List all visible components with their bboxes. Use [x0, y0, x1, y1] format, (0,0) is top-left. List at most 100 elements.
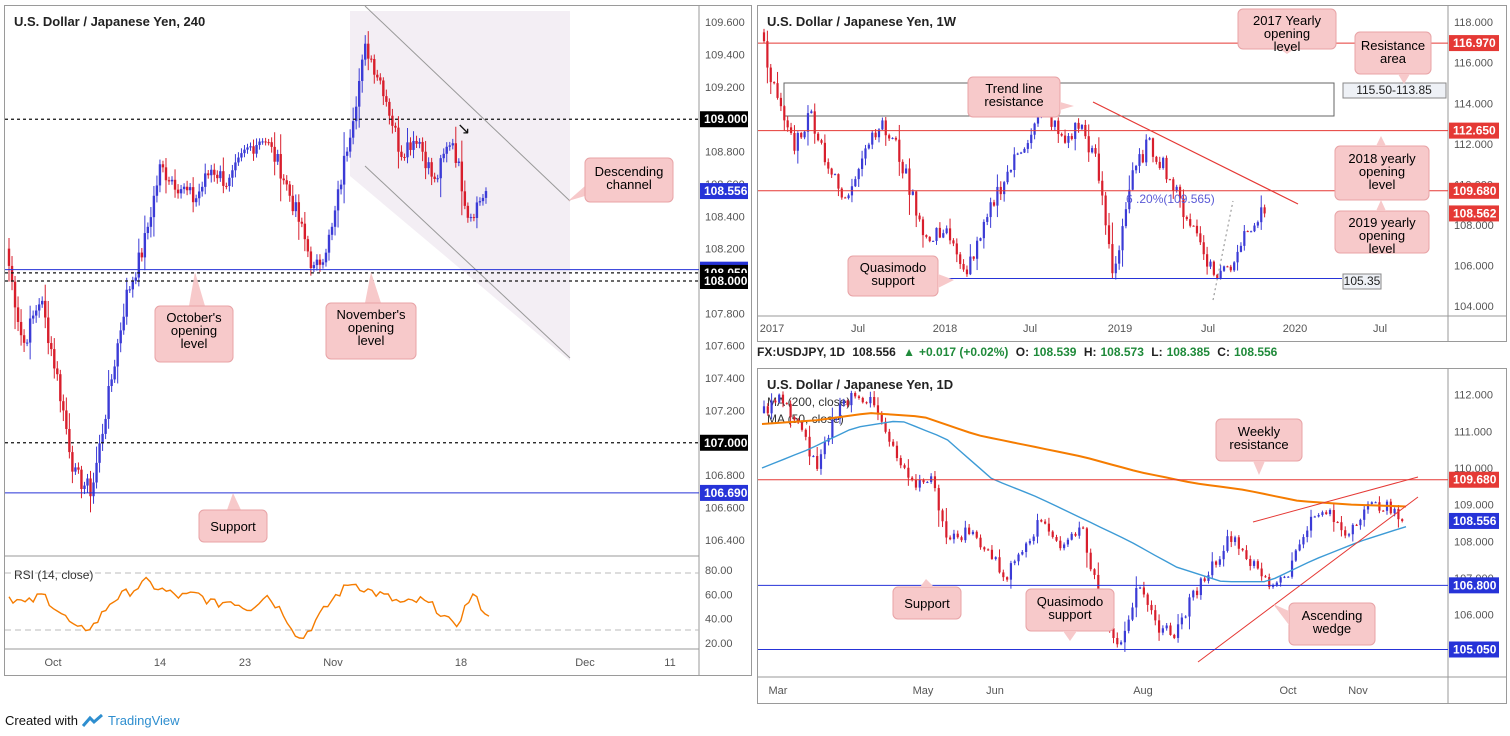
candle-4h: [318, 254, 322, 272]
candle-daily: [1028, 538, 1032, 546]
date-tick: 23: [239, 657, 251, 669]
candle-daily: [1006, 576, 1009, 582]
candle-weekly: [1239, 242, 1243, 253]
candle-weekly: [945, 225, 948, 235]
date-tick: Nov: [1348, 685, 1368, 697]
candle-4h: [415, 135, 418, 148]
chart-daily-candles: [762, 390, 1404, 652]
candle-daily: [1135, 576, 1138, 618]
candle-4h: [182, 183, 186, 194]
chart-4h-panel[interactable]: U.S. Dollar / Japanese Yen, 240 109.600 1…: [4, 5, 752, 676]
candle-weekly: [979, 237, 982, 242]
candle-daily: [1017, 552, 1020, 566]
candle-weekly: [1074, 122, 1077, 151]
candle-daily: [930, 473, 933, 484]
date-tick: Aug: [1133, 685, 1153, 697]
candle-weekly: [827, 158, 830, 174]
candle-weekly: [1141, 149, 1144, 164]
price-tick: 109.600: [705, 17, 745, 29]
candle-weekly: [996, 174, 999, 218]
candle-daily: [1233, 535, 1237, 546]
candle-4h: [210, 164, 213, 183]
candle-daily: [1146, 592, 1149, 612]
svg-text:108.556: 108.556: [704, 184, 748, 198]
candle-daily: [1021, 549, 1024, 556]
chart-daily-svg[interactable]: U.S. Dollar / Japanese Yen, 1D MA (200, …: [758, 369, 1506, 703]
candle-weekly: [830, 167, 833, 178]
chart-4h-price-axis: 109.600109.400109.200108.800108.600108.4…: [705, 17, 745, 547]
candle-weekly: [1030, 128, 1033, 149]
candle-4h: [44, 284, 47, 329]
price-tick: 107.200: [705, 405, 745, 417]
candle-daily: [1302, 534, 1305, 549]
candle-4h: [47, 300, 50, 355]
candle-4h: [475, 196, 479, 229]
candle-4h: [143, 215, 147, 271]
candle-daily: [876, 397, 880, 421]
chart-weekly-svg[interactable]: U.S. Dollar / Japanese Yen, 1W 6 .20%(10…: [758, 6, 1506, 341]
callout-resistance-area: Resistance area: [1354, 31, 1432, 84]
chart-4h-svg[interactable]: U.S. Dollar / Japanese Yen, 240 109.600 1…: [5, 6, 751, 675]
candle-4h: [351, 107, 355, 145]
callout-support-daily: Support: [892, 579, 962, 620]
fib-label: 6 .20%(109.565): [1126, 192, 1215, 206]
candle-daily: [1336, 521, 1339, 524]
chart-daily-panel[interactable]: U.S. Dollar / Japanese Yen, 1D MA (200, …: [757, 368, 1507, 704]
candle-4h: [31, 310, 35, 324]
candle-daily: [941, 508, 944, 528]
candle-4h: [50, 336, 53, 357]
candle-daily: [918, 474, 921, 492]
candle-4h: [113, 359, 116, 383]
footer-brand: TradingView: [107, 713, 180, 728]
candle-4h: [213, 163, 216, 182]
candle-daily: [1078, 521, 1081, 539]
candle-daily: [770, 393, 773, 420]
candle-4h: [258, 138, 261, 150]
ticker-low: 108.385: [1166, 345, 1210, 359]
date-tick: Nov: [323, 657, 343, 669]
callout-quasimodo-daily: Quasimodo support: [1025, 588, 1115, 641]
candle-4h: [321, 258, 325, 269]
candle-weekly: [1219, 265, 1222, 280]
price-level-tag: 108.562: [1449, 205, 1499, 222]
candle-weekly: [1226, 265, 1229, 268]
candle-4h: [336, 180, 340, 228]
candle-4h: [460, 140, 464, 216]
candle-weekly: [1182, 189, 1185, 229]
candle-4h: [95, 446, 98, 489]
candle-daily: [778, 393, 781, 404]
chart-daily-date-axis: Mar May Jun Aug Oct Nov: [769, 685, 1369, 697]
candle-daily: [1283, 575, 1286, 579]
candle-weekly: [823, 134, 826, 166]
candle-daily: [785, 402, 788, 405]
candle-4h: [400, 145, 403, 161]
candle-weekly: [925, 234, 928, 239]
rsi-tick: 60.00: [705, 589, 733, 601]
candle-daily: [1252, 559, 1256, 569]
candle-weekly: [1101, 171, 1104, 206]
candle-4h: [170, 176, 174, 185]
candle-4h: [16, 296, 20, 332]
candle-4h: [140, 248, 144, 262]
price-tick: 107.400: [705, 373, 745, 385]
candle-daily: [1116, 632, 1119, 648]
candle-4h: [116, 338, 119, 384]
candle-daily: [1002, 569, 1005, 582]
candle-4h: [478, 197, 482, 206]
ticker-open-label: O:: [1015, 345, 1030, 359]
price-level-tag: 116.970: [1449, 35, 1499, 52]
candle-weekly: [803, 130, 806, 140]
chart-weekly-panel[interactable]: U.S. Dollar / Japanese Yen, 1W 6 .20%(10…: [757, 5, 1507, 342]
chart-weekly-price-axis: 118.000116.000114.000112.000110.000108.0…: [1454, 17, 1494, 313]
candle-4h: [339, 179, 343, 195]
candle-weekly: [1172, 177, 1175, 199]
candle-daily: [1317, 513, 1320, 518]
candle-4h: [312, 261, 316, 272]
candle-4h: [357, 68, 361, 128]
candle-weekly: [1019, 151, 1023, 155]
candle-4h: [364, 35, 367, 66]
candle-daily: [1044, 519, 1047, 525]
candle-4h: [370, 55, 373, 63]
candle-daily: [1366, 501, 1370, 514]
price-tick: 109.400: [705, 50, 745, 62]
